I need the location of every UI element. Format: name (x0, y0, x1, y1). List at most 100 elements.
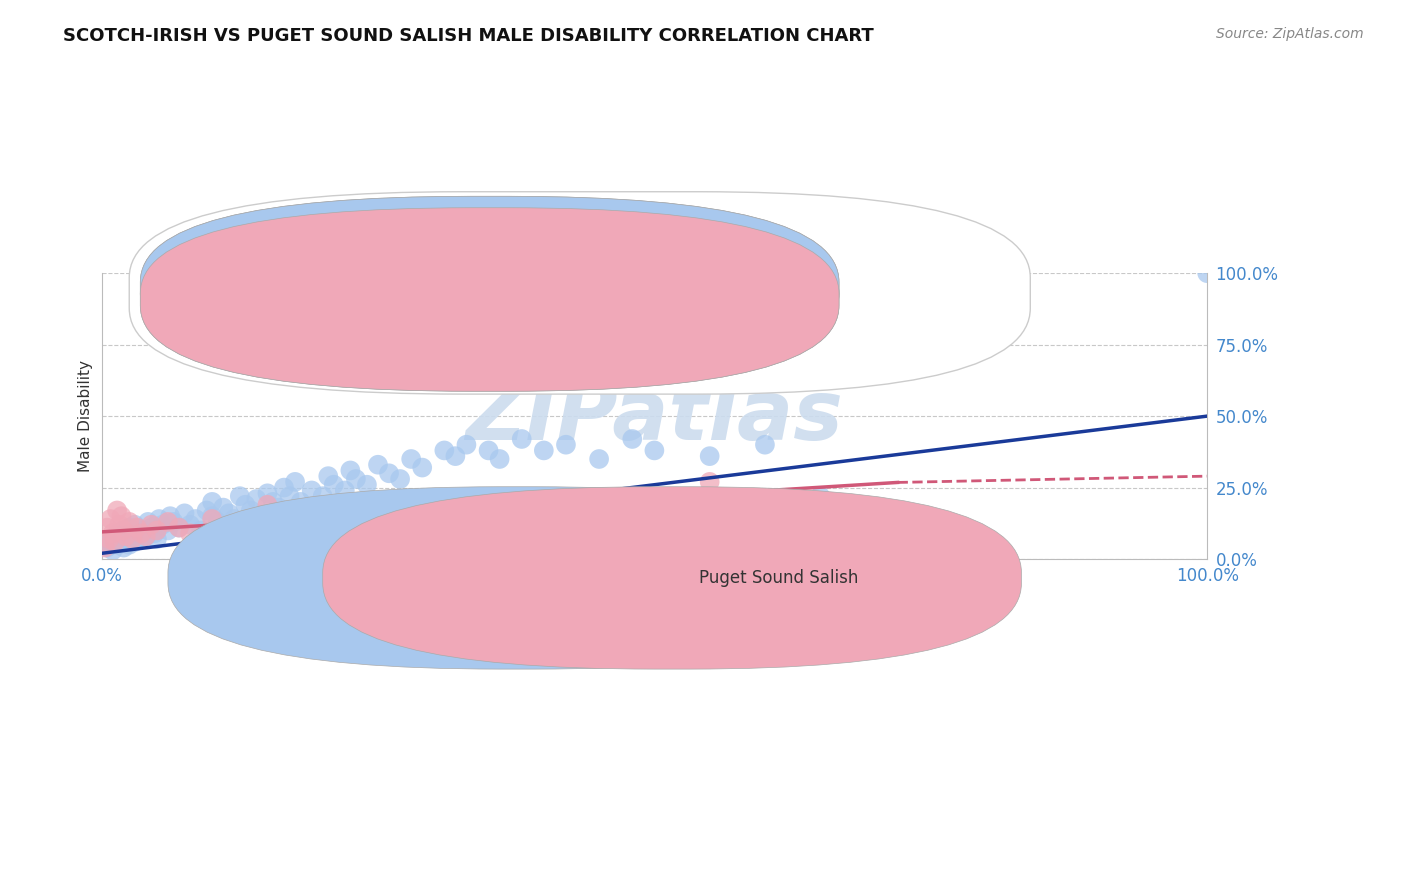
Point (422, 529, 444, 543)
Point (143, 526, 166, 541)
Text: R = 0.478: R = 0.478 (533, 278, 616, 296)
Point (195, 503, 218, 517)
Point (156, 515, 179, 529)
Point (229, 489, 252, 503)
Point (339, 463, 361, 477)
Point (107, 538, 129, 552)
Point (312, 489, 335, 503)
Point (101, 543, 124, 558)
Point (399, 452, 422, 467)
Point (94, 541, 117, 555)
Point (152, 517, 174, 532)
Point (162, 515, 184, 529)
Point (754, 438, 776, 452)
Point (488, 452, 510, 467)
FancyBboxPatch shape (141, 208, 839, 392)
Point (96, 541, 118, 555)
Point (112, 524, 135, 538)
FancyBboxPatch shape (323, 487, 1021, 669)
Point (333, 483, 356, 498)
Point (105, 503, 128, 517)
Point (108, 517, 131, 532)
Point (96, 520, 118, 534)
Point (555, 438, 578, 452)
Text: Puget Sound Salish: Puget Sound Salish (699, 568, 858, 587)
Point (125, 526, 148, 541)
Point (456, 438, 478, 452)
Point (135, 529, 157, 543)
Point (156, 524, 179, 538)
Point (124, 535, 146, 549)
Point (239, 503, 262, 517)
Point (1197, 266, 1219, 280)
Point (104, 529, 127, 543)
Point (207, 515, 229, 529)
Point (112, 524, 135, 538)
Point (141, 517, 163, 532)
Point (344, 472, 367, 486)
Text: N = 25: N = 25 (644, 290, 702, 308)
Point (190, 524, 212, 538)
Point (808, 495, 831, 509)
Point (121, 529, 143, 543)
Point (146, 532, 169, 546)
Point (98, 532, 121, 546)
Text: R = 0.259: R = 0.259 (533, 290, 616, 308)
Point (104, 535, 127, 549)
Point (201, 495, 224, 509)
Point (112, 541, 135, 555)
Point (224, 512, 246, 526)
Point (129, 532, 152, 546)
Point (115, 529, 138, 543)
Point (100, 538, 122, 552)
Point (115, 532, 138, 546)
Point (141, 520, 163, 534)
Point (101, 526, 124, 541)
Point (256, 486, 278, 500)
Text: Source: ZipAtlas.com: Source: ZipAtlas.com (1216, 27, 1364, 41)
Point (273, 481, 295, 495)
Point (699, 475, 721, 489)
Point (808, 489, 831, 503)
Point (148, 512, 170, 526)
FancyBboxPatch shape (141, 196, 839, 380)
Point (588, 452, 610, 467)
Point (477, 443, 499, 458)
Point (250, 509, 273, 524)
Point (146, 524, 169, 538)
Point (316, 469, 339, 483)
Point (212, 500, 235, 515)
Point (100, 535, 122, 549)
Point (136, 515, 159, 529)
Point (290, 495, 312, 509)
Point (233, 498, 256, 512)
Point (184, 512, 207, 526)
Point (107, 526, 129, 541)
Point (118, 538, 141, 552)
Text: Scotch-Irish: Scotch-Irish (544, 568, 641, 587)
FancyBboxPatch shape (129, 192, 1031, 394)
Point (201, 509, 224, 524)
Point (256, 498, 278, 512)
Point (179, 526, 201, 541)
Point (218, 506, 240, 520)
Point (167, 520, 190, 534)
FancyBboxPatch shape (167, 487, 866, 669)
FancyBboxPatch shape (141, 196, 839, 380)
Point (159, 509, 181, 524)
Point (118, 520, 141, 534)
Text: SCOTCH-IRISH VS PUGET SOUND SALISH MALE DISABILITY CORRELATION CHART: SCOTCH-IRISH VS PUGET SOUND SALISH MALE … (63, 27, 875, 45)
Point (132, 524, 155, 538)
Point (201, 512, 224, 526)
Point (367, 458, 389, 472)
Point (125, 520, 148, 534)
Point (389, 472, 412, 486)
Point (135, 529, 157, 543)
Point (699, 449, 721, 463)
Point (131, 526, 153, 541)
Point (433, 443, 456, 458)
Point (179, 517, 201, 532)
Point (621, 432, 644, 446)
FancyBboxPatch shape (141, 208, 839, 392)
Point (167, 520, 190, 534)
